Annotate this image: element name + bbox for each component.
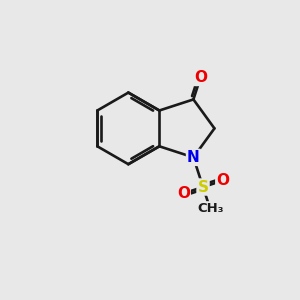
Text: O: O — [177, 186, 190, 201]
Text: O: O — [216, 173, 229, 188]
Text: CH₃: CH₃ — [197, 202, 224, 215]
Text: S: S — [197, 179, 208, 194]
Text: N: N — [187, 150, 200, 165]
Text: O: O — [194, 70, 207, 85]
